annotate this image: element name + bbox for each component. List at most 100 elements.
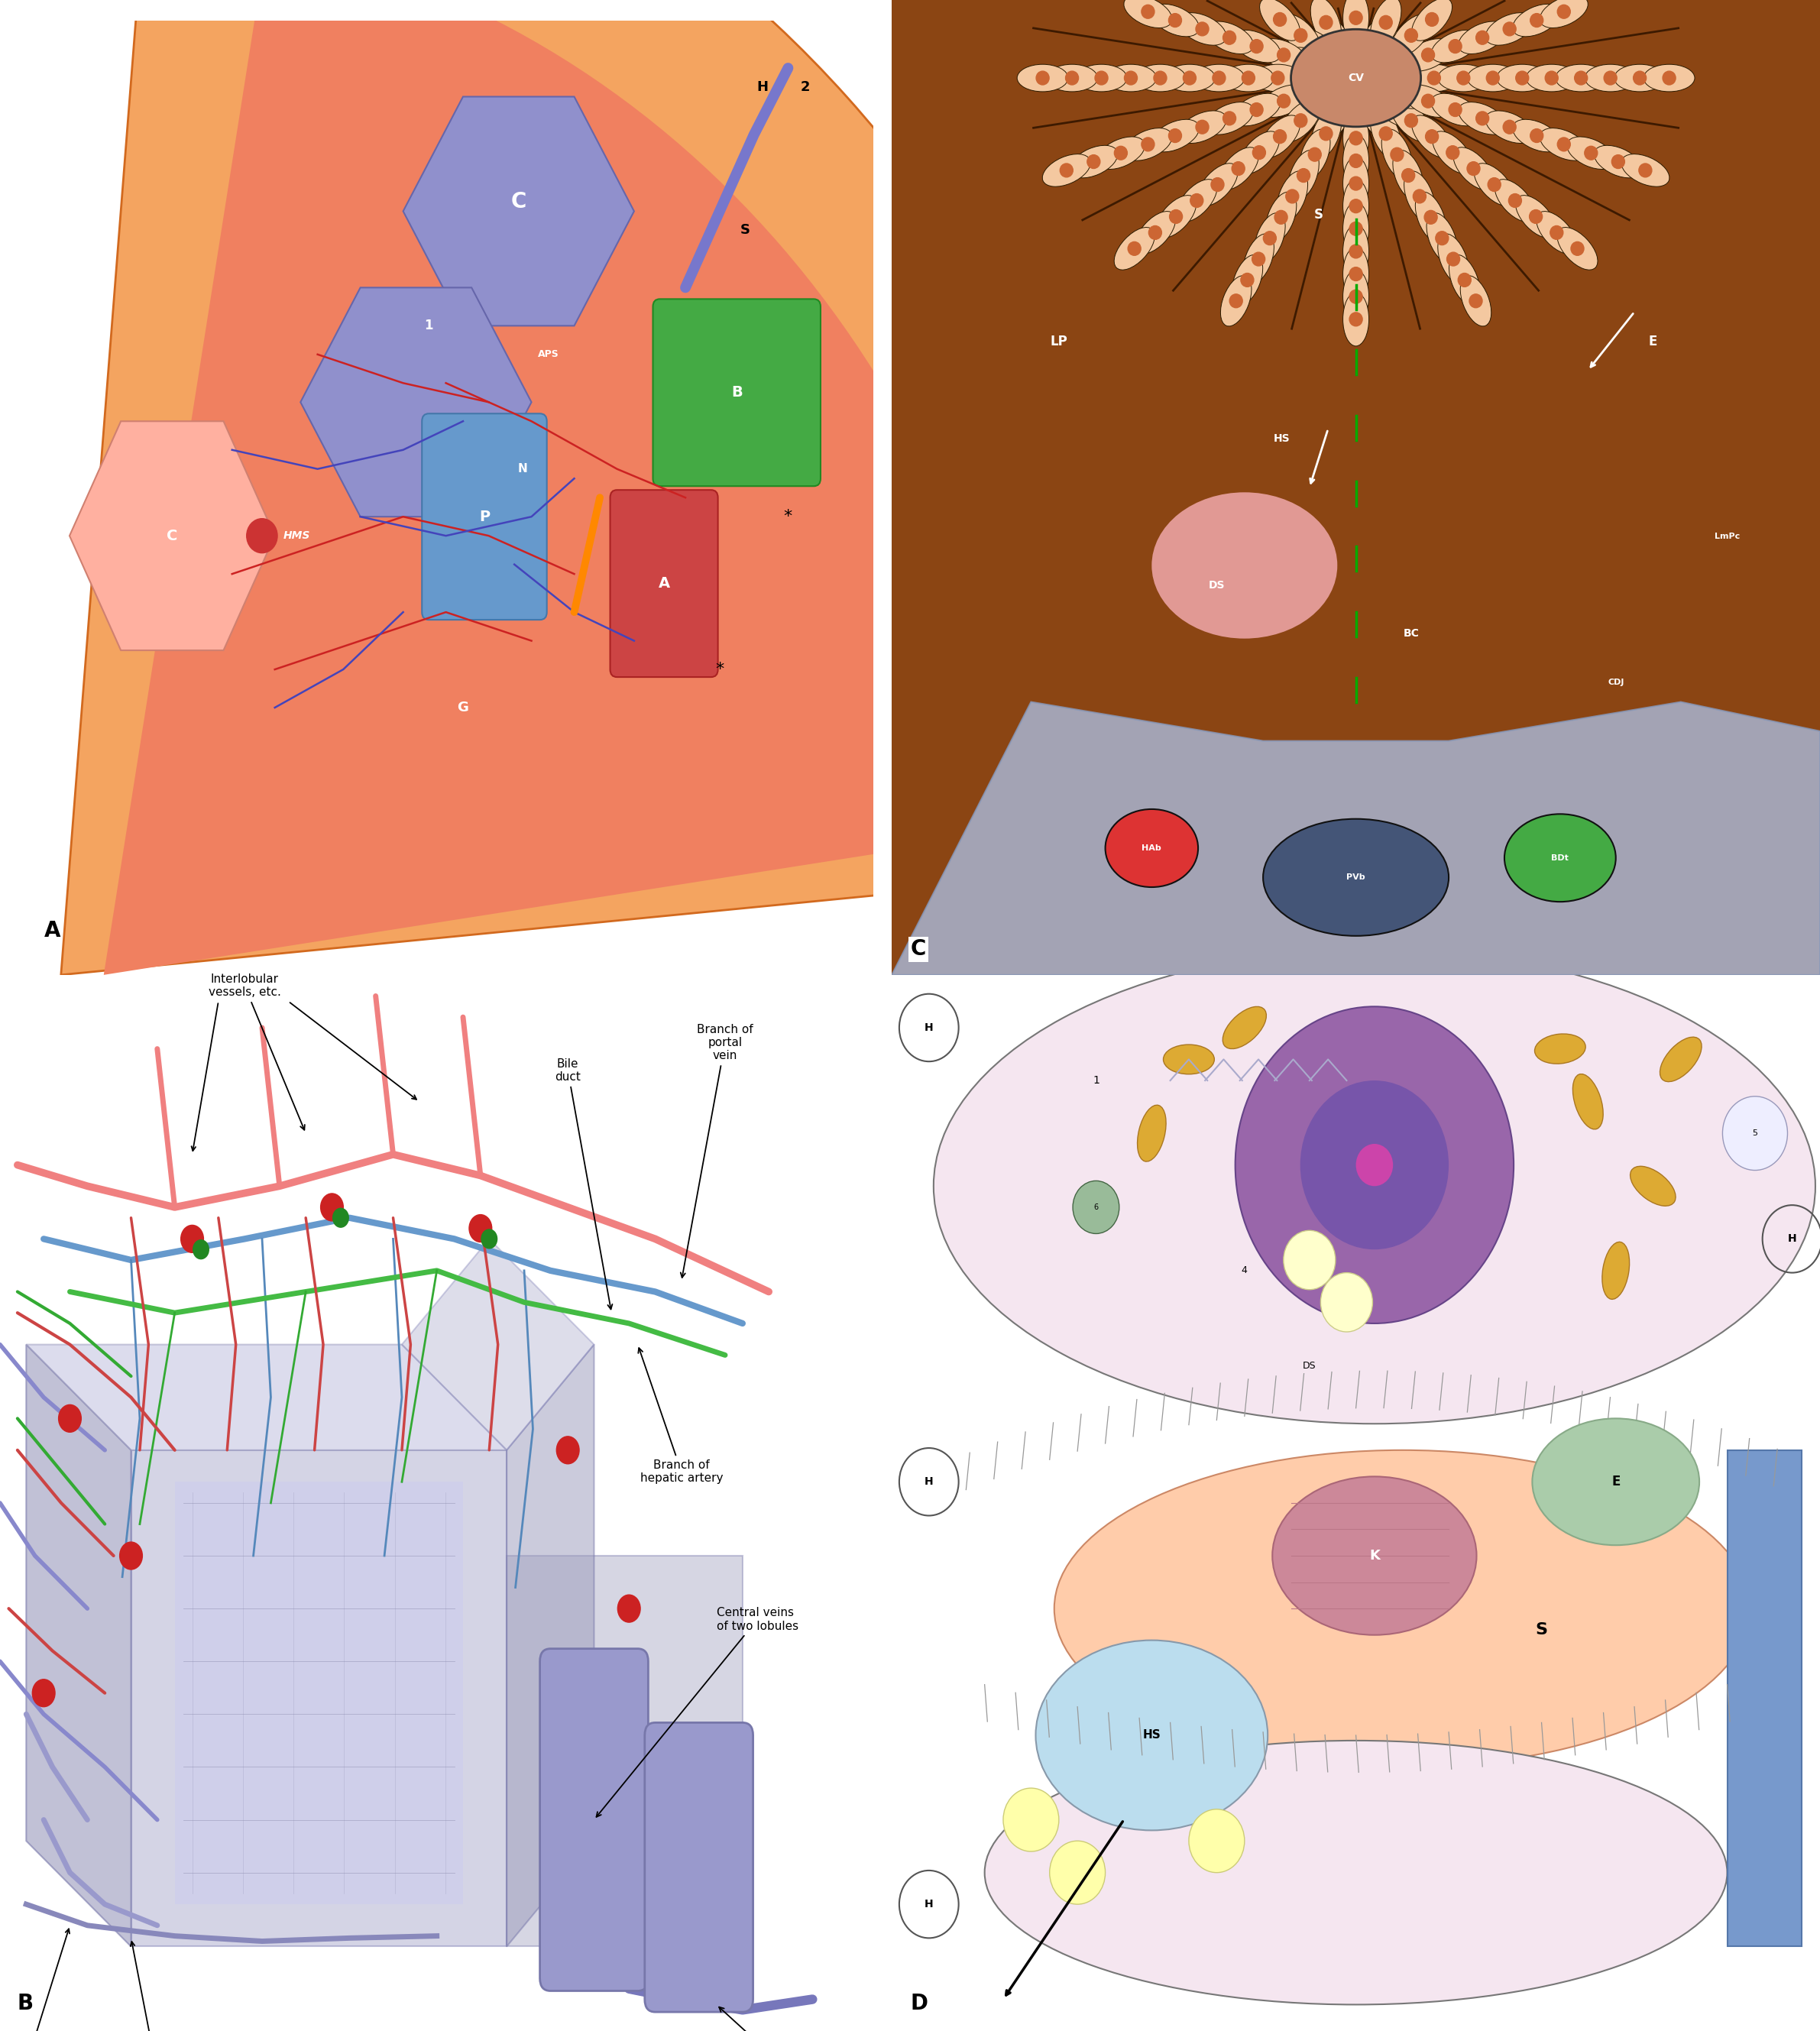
Text: 4: 4 [1241,1265,1247,1275]
Ellipse shape [1232,30,1281,63]
Ellipse shape [1152,492,1338,638]
Ellipse shape [1390,100,1431,142]
Ellipse shape [1370,83,1410,126]
Ellipse shape [1070,146,1117,179]
Circle shape [1330,106,1343,120]
Ellipse shape [1310,0,1341,47]
Ellipse shape [1390,14,1431,57]
Ellipse shape [1223,1007,1267,1048]
Circle shape [1096,71,1108,85]
Circle shape [1196,22,1208,37]
Ellipse shape [1343,112,1369,165]
Polygon shape [131,1450,506,1946]
Ellipse shape [1416,193,1447,242]
Circle shape [246,518,277,552]
Ellipse shape [1017,65,1068,91]
Ellipse shape [1527,65,1578,91]
Ellipse shape [1259,116,1299,158]
Text: LP: LP [1050,335,1068,347]
Text: B: B [732,386,743,400]
Ellipse shape [1381,130,1412,181]
Circle shape [1383,97,1398,112]
Ellipse shape [1205,102,1254,134]
Ellipse shape [1516,195,1556,238]
Text: BC: BC [1403,628,1420,640]
Ellipse shape [1403,85,1452,118]
Ellipse shape [1232,254,1263,305]
Circle shape [1050,1840,1105,1905]
Ellipse shape [1343,14,1369,67]
Circle shape [1349,221,1363,236]
Circle shape [1722,1097,1787,1170]
Circle shape [1003,1787,1059,1852]
Text: Interlobular septa
(Glisson's capsule): Interlobular septa (Glisson's capsule) [0,1929,73,2031]
Circle shape [1469,294,1481,309]
Circle shape [1285,189,1299,203]
Ellipse shape [1289,150,1320,201]
Circle shape [1241,71,1254,85]
Ellipse shape [1370,30,1410,73]
Ellipse shape [1205,22,1254,55]
Text: H: H [925,1022,934,1034]
Ellipse shape [1376,47,1425,79]
Ellipse shape [1138,1105,1167,1162]
Text: H: H [925,1899,934,1909]
Circle shape [333,1208,349,1227]
Ellipse shape [1449,254,1480,305]
Text: A: A [44,920,60,940]
Circle shape [1072,1180,1119,1233]
Circle shape [1349,290,1363,303]
Circle shape [1190,193,1203,207]
Ellipse shape [1156,195,1196,238]
Circle shape [120,1542,142,1570]
Circle shape [1380,16,1392,28]
Circle shape [33,1680,55,1706]
Text: 1: 1 [1092,1074,1099,1087]
Circle shape [1148,225,1161,240]
Circle shape [1531,128,1543,142]
Ellipse shape [1259,0,1299,41]
Ellipse shape [1343,89,1369,142]
Circle shape [1298,169,1310,183]
Ellipse shape [1105,808,1198,888]
Ellipse shape [1360,87,1390,138]
Circle shape [1320,126,1332,140]
Ellipse shape [1427,213,1458,264]
Text: H: H [925,1477,934,1487]
Ellipse shape [1321,87,1352,138]
Ellipse shape [1272,1477,1476,1635]
Circle shape [1458,272,1471,286]
Ellipse shape [1458,22,1507,55]
Circle shape [1349,110,1363,122]
Text: P: P [479,510,490,524]
Circle shape [1425,211,1438,223]
Circle shape [1529,209,1542,223]
Ellipse shape [1370,108,1401,158]
Circle shape [1250,104,1263,116]
Ellipse shape [1299,130,1330,181]
Circle shape [1305,85,1318,100]
Text: C: C [910,938,926,961]
Ellipse shape [1301,83,1341,126]
Ellipse shape [1194,65,1245,91]
Ellipse shape [1281,100,1321,142]
Ellipse shape [1485,112,1534,144]
Ellipse shape [1252,65,1303,91]
Circle shape [1223,112,1236,126]
Circle shape [1223,30,1236,45]
Circle shape [1449,39,1461,53]
Ellipse shape [1540,128,1589,160]
Circle shape [1294,114,1307,128]
Ellipse shape [1485,12,1534,45]
Ellipse shape [1036,1641,1269,1830]
Ellipse shape [1460,276,1491,327]
Text: Interlobular
vessels, etc.: Interlobular vessels, etc. [207,973,304,1129]
Circle shape [1383,45,1398,59]
Circle shape [1558,4,1571,18]
Polygon shape [404,97,633,325]
Ellipse shape [1412,0,1452,41]
Circle shape [320,1194,344,1221]
FancyBboxPatch shape [541,1649,648,1990]
Circle shape [1574,71,1587,85]
Ellipse shape [1602,1241,1629,1300]
